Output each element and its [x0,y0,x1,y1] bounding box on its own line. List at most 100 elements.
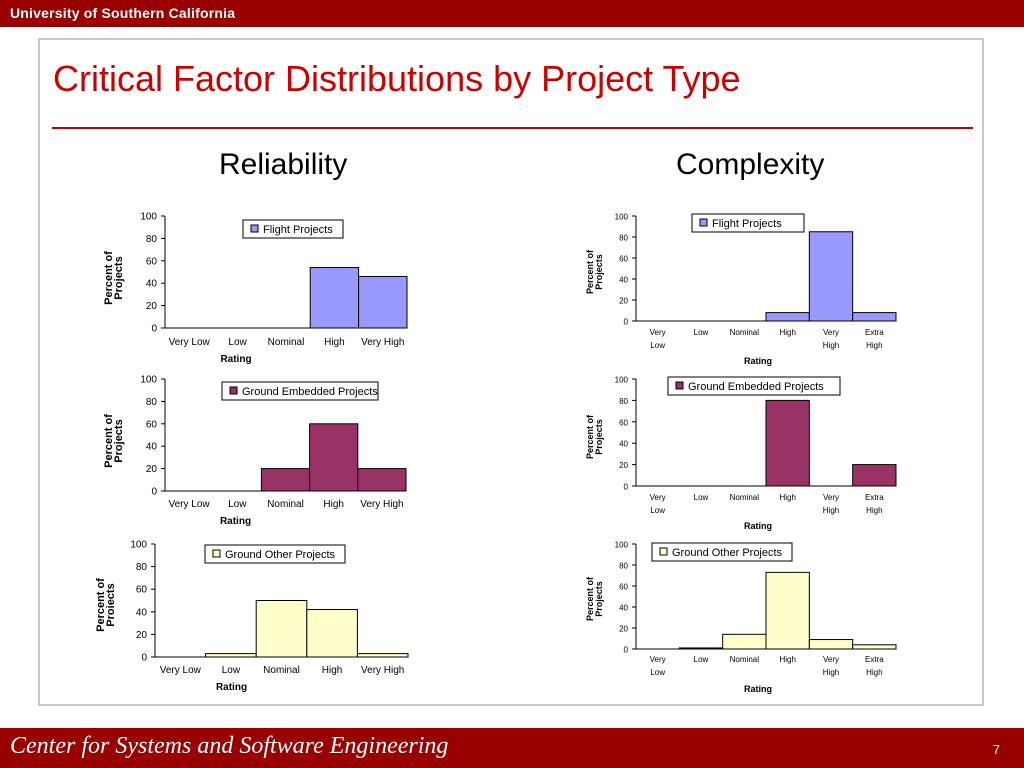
x-tick-label: High [779,328,795,337]
title-divider [52,127,973,129]
x-tick-label: Low [694,655,709,664]
x-axis-label: Rating [744,356,772,366]
legend-swatch [250,224,259,233]
column-heading-reliability: Reliability [219,148,348,181]
y-tick-label: 20 [619,625,628,634]
bar [852,464,897,487]
y-tick-label: 80 [619,234,628,243]
legend-swatch [659,547,668,556]
x-tick-label: Very Low [650,328,666,350]
legend: Ground Embedded Projects [221,381,379,401]
x-tick-label: Nominal [730,328,760,337]
legend-swatch [212,549,221,558]
bar [205,653,257,658]
x-tick-label: Low [228,499,247,510]
x-tick-label: High [323,499,344,510]
bar [358,275,408,329]
x-tick-label: Nominal [730,655,760,664]
chart-2: 0 20 40 60 80 100 Very Low Low Nominal High Very Hig… [585,213,897,366]
y-tick-label: 60 [619,418,628,427]
bar [808,639,854,650]
x-tick-label: Low [222,665,241,676]
page-number: 7 [992,742,1000,757]
y-tick-label: 100 [615,541,629,550]
legend-label: Ground Other Projects [225,549,336,561]
y-tick-label: 60 [146,256,158,267]
legend: Ground Embedded Projects [667,376,841,396]
bar [722,633,767,650]
chart-3: 0 20 40 60 80 100 Very Low Low Nominal High Very H… [103,375,407,527]
bar [765,571,810,650]
legend-box [204,544,346,564]
bar [808,231,854,322]
y-tick-label: 80 [146,234,158,245]
legend: Flight Projects [242,219,344,239]
x-tick-label: Very Low [160,665,202,676]
bar [356,653,409,658]
legend-label: Ground Embedded Projects [242,386,378,398]
y-tick-label: 60 [146,419,158,430]
y-axis-label: Percent ofProjects [585,576,604,621]
bar [306,609,358,658]
y-tick-label: 40 [146,279,158,290]
x-tick-label: Very High [823,493,839,515]
x-tick-label: Low [228,337,247,348]
bar [309,423,359,492]
y-tick-label: 20 [146,464,158,475]
y-tick-label: 80 [136,562,148,573]
y-tick-label: 20 [136,630,148,641]
legend-swatch [699,218,708,227]
x-tick-label: High [322,665,343,676]
slide-title: Critical Factor Distributions by Project… [53,58,741,99]
y-tick-label: 20 [619,461,628,470]
y-tick-label: 0 [151,487,157,498]
legend-label: Flight Projects [712,218,782,230]
column-heading-complexity: Complexity [676,148,825,181]
legend-label: Flight Projects [263,224,333,236]
legend-label: Ground Other Projects [672,547,783,559]
legend-box [221,381,379,401]
bar [765,399,810,487]
charts-canvas: 0 20 40 60 80 100 Very Low Low Nominal High Very H… [95,212,897,694]
y-tick-label: 40 [146,442,158,453]
y-axis-label: Percent ofProiects [95,578,117,632]
header-bar: University of Southern California [0,0,1024,27]
y-tick-label: 100 [615,376,629,385]
legend-box [667,376,841,396]
legend-label: Ground Embedded Projects [688,381,824,393]
x-tick-label: Extra High [865,328,884,350]
x-tick-label: Very High [823,328,839,350]
bar [357,468,407,492]
bar [852,644,897,650]
x-tick-label: Very High [360,499,403,510]
x-tick-label: Very Low [650,655,666,677]
x-tick-label: High [324,337,345,348]
x-tick-label: Nominal [730,493,760,502]
x-tick-label: Low [694,328,709,337]
y-tick-label: 80 [619,562,628,571]
y-tick-label: 40 [619,276,628,285]
y-axis-label: Percent ofProjects [585,249,604,294]
y-tick-label: 20 [619,297,628,306]
y-tick-label: 80 [146,397,158,408]
y-tick-label: 100 [130,540,147,551]
legend-box [691,213,805,233]
legend-swatch [229,386,238,395]
x-tick-label: Very Low [169,337,211,348]
center-name: Center for Systems and Software Engineer… [10,733,449,759]
chart-4: 0 20 40 60 80 100 Very Low Low Nominal High Very Hig… [585,376,897,531]
y-tick-label: 0 [624,483,629,492]
y-tick-label: 100 [615,213,629,222]
y-tick-label: 0 [151,324,157,335]
y-tick-label: 40 [619,440,628,449]
y-tick-label: 40 [136,607,148,618]
y-tick-label: 0 [624,646,629,655]
y-tick-label: 60 [619,255,628,264]
x-axis-label: Rating [744,684,772,694]
x-tick-label: Very High [361,665,404,676]
x-tick-label: Very High [361,337,404,348]
bar [309,267,360,329]
y-tick-label: 40 [619,604,628,613]
legend: Flight Projects [691,213,805,233]
legend-swatch [675,381,684,390]
